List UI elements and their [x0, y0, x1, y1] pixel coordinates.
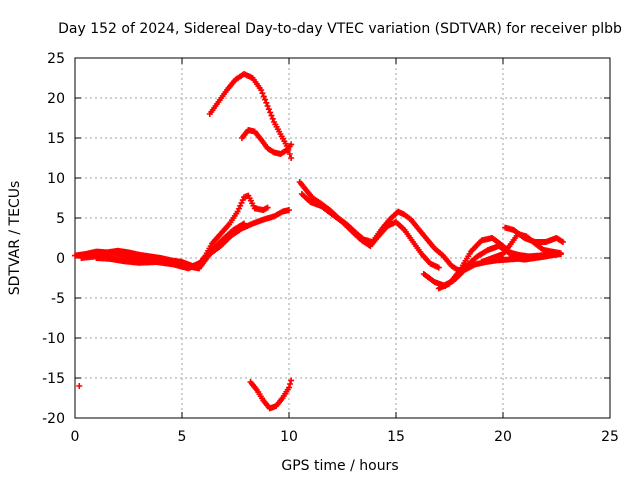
data-point — [258, 87, 265, 93]
y-tick-label: -10 — [42, 331, 65, 347]
data-point — [76, 383, 83, 389]
x-tick-label: 20 — [494, 429, 512, 445]
y-tick-label: 15 — [47, 131, 65, 147]
y-tick-label: 20 — [47, 91, 65, 107]
series-upper-arc-2 — [238, 127, 295, 157]
y-tick-label: 0 — [56, 251, 65, 267]
chart-title: Day 152 of 2024, Sidereal Day-to-day VTE… — [58, 21, 622, 37]
y-tick-label: -5 — [51, 291, 65, 307]
series-lower-arc — [247, 377, 295, 412]
data-point — [264, 204, 271, 211]
data-point — [262, 96, 269, 103]
tick-layer: 0 5 10 15 20 25 -20 -15 -10 -5 0 5 10 15 20 25 — [42, 51, 619, 445]
y-axis-label: SDTVAR / TECUs — [7, 181, 23, 296]
x-tick-label: 15 — [387, 429, 405, 445]
x-tick-label: 5 — [178, 429, 187, 445]
x-axis-label: GPS time / hours — [281, 458, 398, 474]
data-point — [559, 239, 566, 245]
data-point — [286, 151, 293, 157]
data-point — [260, 93, 267, 100]
series-isolated — [76, 383, 83, 389]
y-tick-label: 5 — [56, 211, 65, 227]
series-late-3 — [440, 251, 564, 289]
x-tick-label: 0 — [71, 429, 80, 445]
y-tick-label: 25 — [47, 51, 65, 67]
data-point — [286, 384, 292, 391]
data-point — [263, 99, 270, 106]
data-point — [288, 141, 295, 148]
data-point — [557, 250, 564, 257]
x-tick-label: 10 — [280, 429, 298, 445]
data-layer — [72, 71, 566, 412]
data-point — [435, 264, 442, 271]
y-tick-label: 10 — [47, 171, 65, 187]
data-point — [259, 90, 266, 97]
y-tick-label: -15 — [42, 371, 65, 387]
data-point — [265, 106, 272, 113]
data-point — [269, 115, 276, 122]
data-point — [241, 220, 248, 227]
data-point — [268, 112, 275, 119]
grid-layer — [75, 58, 610, 418]
x-tick-label: 25 — [601, 429, 619, 445]
data-point — [287, 381, 294, 387]
series-main-3 — [93, 220, 248, 272]
data-point — [264, 103, 271, 109]
data-point — [288, 377, 295, 384]
data-point — [267, 109, 274, 116]
series-mid-2 — [298, 191, 442, 271]
data-point — [286, 207, 292, 213]
series-late-5 — [502, 224, 566, 245]
data-point — [288, 155, 295, 161]
plot-frame — [74, 57, 611, 419]
y-tick-label: -20 — [42, 411, 65, 427]
